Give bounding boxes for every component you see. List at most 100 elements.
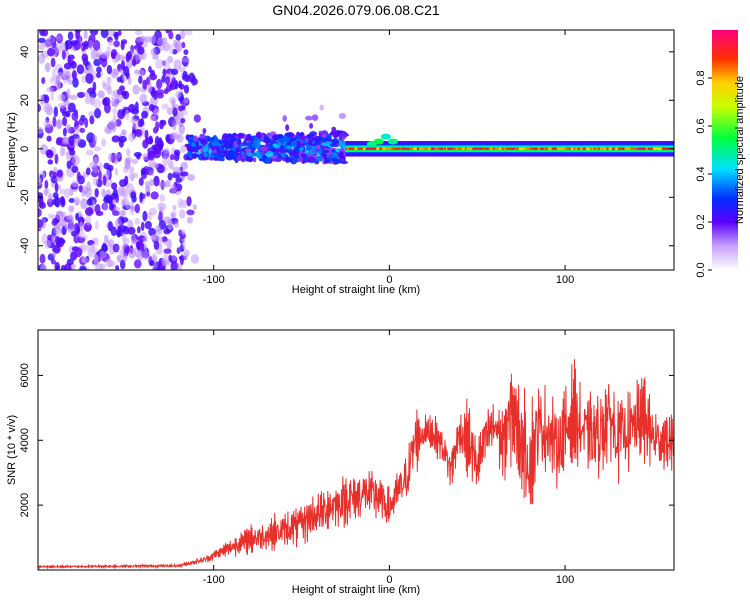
spectrogram-cell: [96, 72, 101, 79]
spectrogram-cell: [120, 60, 126, 71]
spectrogram-cell: [254, 136, 258, 143]
spectrogram-cell: [51, 68, 56, 76]
spectrogram-cell: [136, 249, 145, 261]
spectrogram-cell: [102, 202, 109, 211]
spectrogram-cell: [85, 149, 94, 156]
spectrogram-cell: [202, 146, 209, 153]
spectrogram-y-ticks: -40 -20 0 20 40: [19, 46, 674, 254]
spectrogram-cell: [75, 126, 80, 135]
spectrogram-cell: [314, 154, 318, 159]
spectrogram-cell: [98, 170, 102, 181]
spectrogram-cell: [39, 43, 45, 51]
snr-frame: [37, 329, 675, 571]
spectrogram-cell: [291, 157, 300, 163]
spectrogram-cell: [214, 136, 218, 143]
spectrogram-cell: [325, 140, 333, 145]
spectrogram-cell: [180, 30, 186, 40]
snr-series-line: [38, 359, 674, 570]
spectrogram-cell: [139, 192, 144, 203]
spectrogram-cell: [102, 97, 108, 106]
spectrogram-cell: [285, 124, 290, 132]
spectrogram-cell: [413, 147, 417, 150]
spectrogram-cell: [548, 147, 552, 150]
spectrogram-cell: [187, 174, 196, 181]
spectrogram-y-tick-label: 40: [19, 46, 31, 58]
spectrogram-cell: [130, 191, 137, 199]
spectrogram-cell: [641, 147, 644, 150]
spectrogram-cell: [83, 40, 89, 47]
spectrogram-cell: [161, 37, 168, 45]
spectrogram-cell: [609, 147, 612, 150]
spectrogram-cell: [252, 157, 257, 163]
spectrogram-cell: [106, 76, 112, 84]
spectrogram-cell: [71, 180, 80, 188]
spectrogram-cell: [457, 147, 463, 150]
spectrogram-cell: [172, 107, 178, 117]
spectrogram-cell: [112, 188, 118, 200]
spectrogram-cell: [143, 249, 149, 261]
spectrogram-y-axis-title: Frequency (Hz): [6, 112, 18, 188]
spectrogram-cell: [71, 111, 79, 121]
spectrogram-cell: [38, 201, 46, 209]
spectrogram-cell: [137, 226, 141, 234]
spectrogram-cell: [133, 259, 142, 269]
spectrogram-cell: [270, 139, 276, 144]
spectrogram-cell: [84, 117, 89, 128]
spectrogram-cell: [94, 203, 101, 214]
spectrogram-cell: [97, 90, 105, 99]
spectrogram-cell: [324, 149, 330, 154]
spectrogram-cell: [69, 94, 78, 100]
spectrogram-cell: [79, 221, 84, 232]
spectrogram-cell: [112, 243, 120, 253]
spectrogram-cell: [656, 147, 660, 150]
spectrogram-cell: [273, 157, 282, 163]
spectrogram-cell: [38, 208, 42, 218]
spectrogram-cell: [149, 235, 157, 241]
spectrogram-cell: [274, 152, 279, 156]
snr-panel: -100 0 100 2000 4000 6000 Height of straight…: [6, 329, 675, 596]
spectrogram-cell: [260, 151, 265, 156]
spectrogram-cell: [66, 88, 71, 100]
spectrogram-cell: [439, 147, 444, 150]
spectrogram-cell: [153, 108, 160, 116]
spectrogram-cell: [527, 147, 534, 150]
spectrogram-cell: [193, 114, 201, 123]
spectrogram-cell: [172, 204, 177, 211]
spectrogram-cell: [147, 82, 153, 94]
spectrogram-cell: [556, 147, 563, 150]
spectrogram-cell: [177, 198, 184, 209]
spectrogram-cell: [222, 133, 229, 140]
spectrogram-cell: [43, 94, 50, 104]
spectrogram-cell: [140, 167, 147, 176]
spectrogram-cell: [265, 150, 274, 158]
spectrogram-cell: [406, 147, 410, 150]
spectrogram-cell: [122, 233, 127, 244]
spectrogram-cell: [348, 147, 355, 150]
spectrogram-cell: [58, 188, 66, 195]
spectrogram-cell: [391, 147, 398, 150]
spectrogram-cell: [126, 51, 133, 60]
spectrogram-cell: [197, 146, 202, 151]
spectrogram-cell: [178, 80, 183, 88]
spectrogram-cell: [41, 30, 49, 37]
spectrogram-cell: [94, 220, 99, 231]
spectrogram-cell: [107, 221, 113, 232]
spectrogram-cell: [235, 155, 243, 162]
spectrogram-cell: [193, 135, 198, 142]
spectrogram-cell: [142, 79, 148, 90]
spectrogram-cell: [92, 164, 98, 174]
spectrogram-cell: [166, 107, 174, 116]
spectrogram-cell: [120, 109, 127, 116]
spectrogram-cell: [186, 216, 194, 224]
spectrogram-cell: [162, 150, 170, 160]
spectrogram-cell: [53, 226, 61, 235]
spectrogram-cell: [615, 147, 618, 150]
spectrogram-cell: [142, 210, 148, 222]
spectrogram-cell: [148, 207, 158, 216]
spectrogram-cell: [247, 141, 252, 147]
spectrogram-cell: [593, 147, 597, 150]
spectrogram-cell: [68, 206, 75, 214]
spectrogram-cell: [510, 147, 515, 150]
spectrogram-cell: [152, 54, 159, 60]
spectrogram-cell: [124, 162, 131, 171]
